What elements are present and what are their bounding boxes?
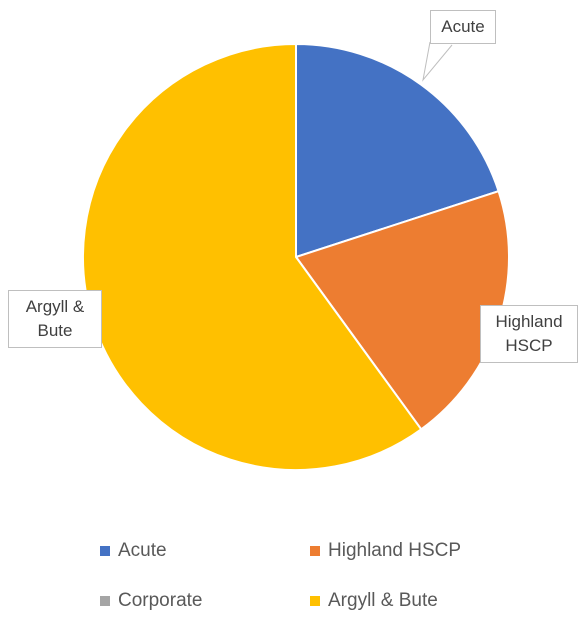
legend-item: Argyll & Bute xyxy=(310,590,438,612)
callout-pointer xyxy=(422,41,453,82)
legend-swatch xyxy=(310,546,320,556)
legend-label: Argyll & Bute xyxy=(328,590,438,611)
legend-swatch xyxy=(100,596,110,606)
legend-label: Corporate xyxy=(118,590,203,611)
legend-item: Acute xyxy=(100,540,167,562)
slice-label: Acute xyxy=(430,10,496,44)
slice-label: Argyll & Bute xyxy=(8,290,102,348)
legend-item: Highland HSCP xyxy=(310,540,461,562)
slice-label: Highland HSCP xyxy=(480,305,578,363)
legend-label: Highland HSCP xyxy=(328,540,462,561)
legend-swatch xyxy=(100,546,110,556)
legend-item: Corporate xyxy=(100,590,203,612)
legend-label: Acute xyxy=(118,540,167,561)
legend-swatch xyxy=(310,596,320,606)
pie-slice xyxy=(295,42,500,259)
